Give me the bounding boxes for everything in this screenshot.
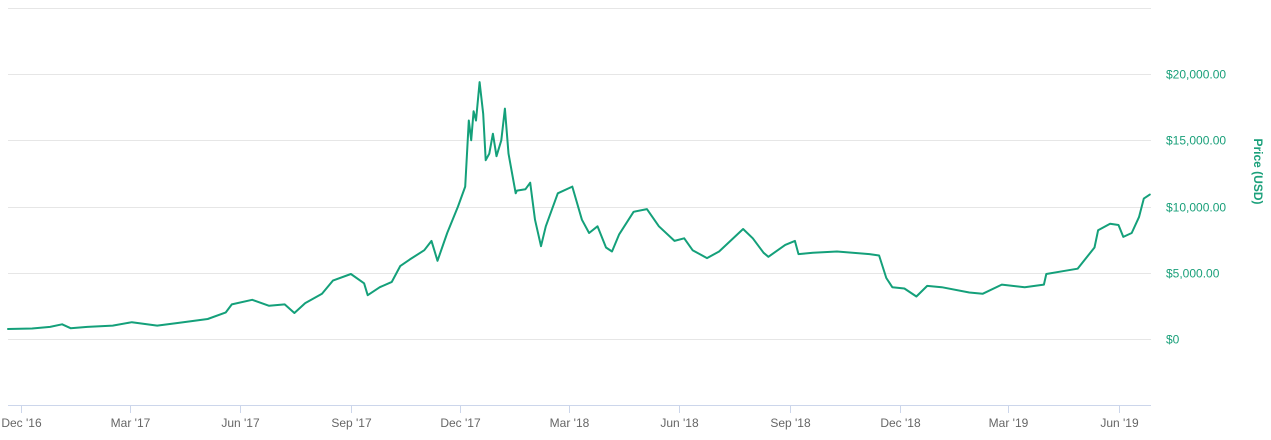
x-tick-label: Jun '19 [1100, 416, 1139, 430]
x-tick-label: Sep '17 [331, 416, 372, 430]
x-tick-label: Dec '18 [880, 416, 921, 430]
y-tick-label: $15,000.00 [1166, 134, 1226, 148]
y-axis-title: Price (USD) [1251, 138, 1265, 204]
x-tick-label: Mar '19 [989, 416, 1029, 430]
x-tick-label: Sep '18 [770, 416, 811, 430]
x-tick-label: Dec '17 [440, 416, 481, 430]
series-layer [7, 81, 1151, 330]
price-series-line [7, 81, 1151, 330]
x-tick-label: Mar '18 [550, 416, 590, 430]
x-tick-label: Mar '17 [111, 416, 151, 430]
x-axis: Dec '16 Mar '17 Jun '17 Sep '17 Dec '17 Mar '… [1, 405, 1151, 430]
y-tick-label: $0 [1166, 333, 1180, 347]
grid-layer [8, 8, 1151, 340]
x-tick-label: Jun '18 [660, 416, 699, 430]
y-tick-label: $10,000.00 [1166, 201, 1226, 215]
y-axis: $0 $5,000.00 $10,000.00 $15,000.00 $20,000.0… [1166, 68, 1226, 347]
y-tick-label: $20,000.00 [1166, 68, 1226, 82]
x-tick-label: Jun '17 [221, 416, 260, 430]
y-tick-label: $5,000.00 [1166, 267, 1220, 281]
x-tick-label: Dec '16 [1, 416, 42, 430]
